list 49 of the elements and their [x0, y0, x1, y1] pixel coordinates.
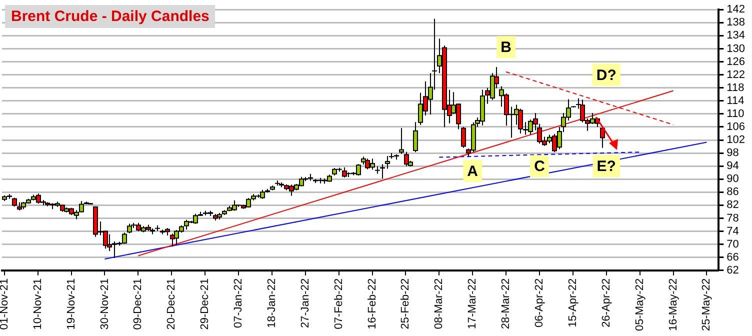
y-tick-label: 122: [726, 68, 746, 81]
y-tick-label: 98: [726, 147, 739, 160]
y-tick-label: 130: [726, 42, 746, 55]
annotation: A: [467, 163, 478, 180]
annotation: C: [534, 158, 546, 176]
y-tick-label: 118: [726, 82, 744, 94]
y-tick-label: 142: [726, 4, 746, 16]
y-tick-label: 134: [726, 30, 746, 42]
x-tick-label: 25-Feb-22: [400, 278, 412, 330]
y-tick-label: 90: [726, 173, 739, 186]
x-tick-label: 10-Nov-21: [32, 278, 44, 330]
x-tick-label: 17-Mar-22: [466, 278, 479, 330]
y-tick-label: 62: [726, 264, 739, 276]
x-tick-label: 19-Nov-21: [65, 278, 78, 330]
annotation: E?: [596, 158, 616, 176]
y-tick-label: 114: [726, 94, 744, 107]
x-tick-label: 16-May-22: [667, 278, 680, 331]
x-tick-label: 28-Mar-22: [500, 278, 512, 330]
x-tick-label: 16-Feb-22: [366, 278, 378, 330]
y-tick-label: 78: [726, 212, 739, 224]
annotation: D?: [596, 66, 616, 84]
y-tick-label: 94: [726, 160, 739, 172]
x-tick-label: 06-Apr-22: [534, 278, 546, 328]
x-tick-label: 18-Jan-22: [266, 278, 278, 328]
y-tick-label: 102: [726, 134, 746, 146]
y-tick-label: 82: [726, 199, 739, 212]
x-tick-label: 20-Dec-21: [166, 278, 178, 330]
y-tick-label: 86: [726, 186, 739, 198]
y-tick-label: 70: [726, 238, 739, 250]
x-tick-label: 07-Jan-22: [232, 278, 245, 328]
x-tick-label: 09-Dec-21: [132, 278, 144, 330]
y-tick-label: 66: [726, 251, 739, 264]
x-tick-label: 27-Jan-22: [299, 278, 312, 328]
y-tick-label: 126: [726, 56, 746, 68]
x-tick-label: 29-Dec-21: [199, 278, 212, 330]
y-tick-label: 106: [726, 121, 746, 133]
x-tick-label: 25-May-22: [700, 278, 713, 331]
x-tick-label: 15-Apr-22: [566, 278, 579, 328]
chart-title: Brent Crude - Daily Candles: [5, 5, 216, 28]
y-tick-label: 138: [726, 16, 746, 29]
x-tick-label: 07-Feb-22: [332, 278, 345, 330]
x-tick-label: 26-Apr-22: [600, 278, 612, 328]
y-tick-label: 74: [726, 225, 739, 238]
y-tick-label: 110: [726, 108, 744, 120]
annotation: B: [500, 39, 512, 56]
x-tick-label: 01-Nov-21: [0, 278, 10, 330]
x-tick-label: 05-May-22: [634, 278, 646, 331]
x-tick-label: 08-Mar-22: [433, 278, 446, 330]
x-tick-label: 30-Nov-21: [98, 278, 111, 330]
